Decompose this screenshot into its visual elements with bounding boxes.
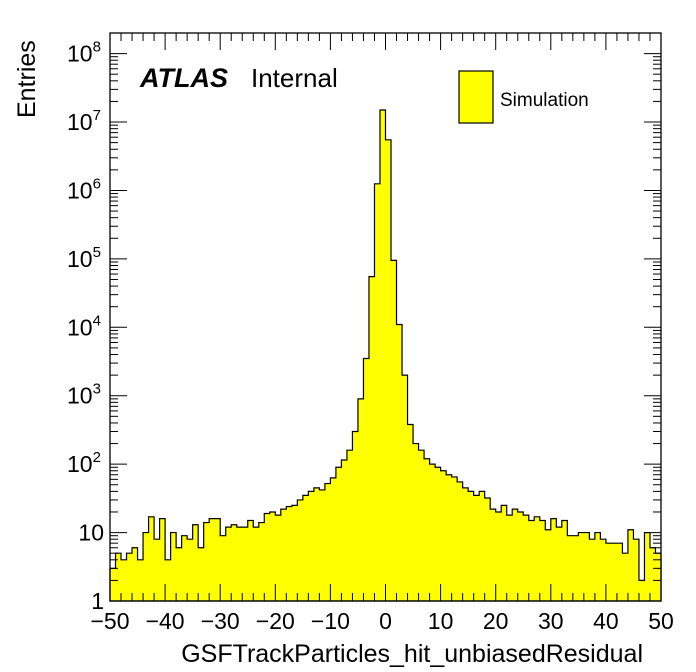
histogram-bars — [109, 109, 662, 602]
y-tick-label: 105 — [67, 244, 101, 272]
axis-ticks — [109, 32, 662, 602]
x-tick-label: 40 — [593, 608, 619, 634]
x-tick-label: 0 — [379, 608, 392, 634]
y-axis-title: Entries — [13, 40, 41, 118]
y-tick-labels: 1 10 102 103 104 105 106 107 108 — [67, 39, 104, 614]
y-tick-label: 102 — [67, 449, 101, 477]
y-tick-label: 103 — [67, 381, 101, 409]
x-tick-label: 50 — [648, 608, 674, 634]
y-tick-label: 107 — [67, 107, 101, 135]
x-tick-label: −40 — [146, 608, 185, 634]
legend-label-simulation: Simulation — [500, 90, 589, 111]
x-tick-label: 20 — [483, 608, 509, 634]
x-axis-title: GSFTrackParticles_hit_unbiasedResidual — [181, 640, 643, 668]
x-tick-label: −20 — [256, 608, 295, 634]
y-tick-label: 106 — [67, 175, 101, 203]
x-tick-labels: −50 −40 −30 −20 −10 0 10 20 30 40 50 — [90, 608, 673, 634]
x-tick-label: −10 — [311, 608, 350, 634]
x-tick-label: 10 — [428, 608, 454, 634]
x-tick-label: −30 — [201, 608, 240, 634]
status-label: Internal — [251, 63, 338, 93]
y-tick-label: 10 — [78, 520, 104, 546]
histogram-bins — [109, 109, 662, 602]
y-tick-label: 104 — [67, 312, 101, 340]
legend-swatch — [458, 70, 494, 124]
x-tick-label: 30 — [538, 608, 564, 634]
experiment-label: ATLAS — [139, 63, 228, 93]
x-tick-label: −50 — [90, 608, 129, 634]
y-tick-label: 1 — [91, 588, 104, 614]
y-tick-label: 108 — [67, 39, 101, 67]
